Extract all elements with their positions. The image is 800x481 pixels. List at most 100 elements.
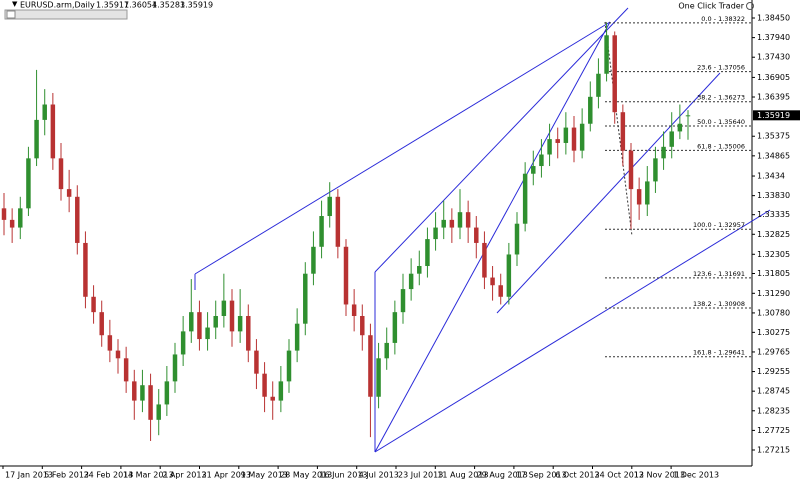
x-tick-label: 2 Apr 2013 bbox=[162, 471, 206, 480]
y-tick-label: 1.33335 bbox=[757, 210, 790, 219]
candle-body bbox=[311, 246, 316, 274]
x-tick-label: 6 Oct 2013 bbox=[555, 471, 599, 480]
candle-body bbox=[327, 196, 332, 217]
trader-icon[interactable] bbox=[746, 2, 754, 10]
y-tick-label: 1.37430 bbox=[757, 53, 790, 62]
candle-body bbox=[278, 381, 284, 401]
candle-body bbox=[205, 327, 210, 340]
candle-body bbox=[563, 127, 569, 143]
y-tick-label: 1.30275 bbox=[757, 328, 790, 337]
fib-label: 23.6 - 1.37056 bbox=[697, 64, 745, 72]
candle-body bbox=[254, 350, 259, 374]
candle-body bbox=[604, 35, 609, 74]
candle-body bbox=[132, 381, 137, 401]
x-tick-label: 5 Feb 2013 bbox=[44, 471, 89, 480]
x-tick-label: 9 May 2013 bbox=[241, 471, 288, 480]
candle-body bbox=[213, 315, 218, 328]
y-tick-label: 1.38450 bbox=[757, 13, 790, 22]
candle-body bbox=[75, 196, 80, 243]
candle-body bbox=[343, 246, 349, 305]
candle-body bbox=[360, 315, 365, 336]
y-tick-label: 1.29765 bbox=[757, 347, 790, 356]
candle-body bbox=[26, 158, 31, 209]
candle-body bbox=[189, 312, 194, 332]
candle-body bbox=[156, 404, 161, 420]
candle-body bbox=[408, 273, 414, 290]
candle-body bbox=[531, 166, 536, 174]
fib-label: 138.2 - 1.30908 bbox=[693, 300, 745, 308]
candle-body bbox=[34, 119, 39, 159]
header-high: 1.36054 bbox=[124, 1, 157, 10]
one-click-trader[interactable]: One Click Trader bbox=[678, 2, 744, 11]
candle-body bbox=[368, 335, 373, 397]
x-tick-label: 24 Oct 2013 bbox=[595, 471, 644, 480]
y-tick-label: 1.36905 bbox=[757, 73, 790, 82]
candle-body bbox=[107, 335, 113, 351]
candle-body bbox=[547, 139, 552, 155]
x-tick-label: 28 May 2013 bbox=[280, 471, 332, 480]
x-tick-label: 14 Mar 2013 bbox=[123, 471, 174, 480]
candle-body bbox=[246, 315, 251, 351]
x-tick-label: 16 Jun 2013 bbox=[319, 471, 367, 480]
fib-label: 123.6 - 1.31691 bbox=[693, 270, 745, 278]
panel-toggle[interactable] bbox=[6, 10, 16, 19]
y-tick-label: 1.27215 bbox=[757, 446, 790, 455]
x-tick-label: 11 Aug 2013 bbox=[437, 471, 488, 480]
y-tick-label: 1.31290 bbox=[757, 289, 790, 298]
y-tick-label: 1.32825 bbox=[757, 230, 790, 239]
candle-body bbox=[58, 158, 64, 190]
candle-body bbox=[490, 277, 495, 286]
candle-body bbox=[262, 373, 267, 397]
candle-body bbox=[294, 323, 300, 351]
y-tick-label: 1.36395 bbox=[757, 93, 790, 102]
candle-body bbox=[384, 342, 389, 359]
current-price-label: 1.35919 bbox=[757, 111, 790, 120]
y-tick-label: 1.27725 bbox=[757, 426, 790, 435]
candle-body bbox=[237, 315, 243, 332]
candle-body bbox=[669, 131, 674, 147]
candle-body bbox=[303, 273, 308, 324]
candle-body bbox=[457, 212, 463, 228]
candle-body bbox=[588, 96, 593, 124]
candle-body bbox=[628, 150, 634, 190]
trade-panel[interactable] bbox=[4, 9, 128, 20]
candle-body bbox=[400, 289, 406, 313]
header-low: 1.35283 bbox=[152, 1, 185, 10]
candle-body bbox=[270, 396, 275, 401]
candle-body bbox=[571, 127, 577, 151]
candle-body bbox=[180, 331, 186, 355]
fib-label: 50.0 - 1.35640 bbox=[697, 118, 745, 126]
candle-body bbox=[612, 35, 617, 113]
fib-label: 0.0 - 1.38322 bbox=[701, 15, 745, 23]
candle-body bbox=[579, 123, 585, 151]
candle-body bbox=[539, 154, 544, 167]
candle-body bbox=[42, 104, 47, 120]
trend-line bbox=[496, 72, 721, 314]
candle-body bbox=[91, 296, 96, 313]
menu-arrow[interactable]: ▼ bbox=[12, 0, 18, 8]
header-close: 1.35919 bbox=[180, 1, 213, 10]
fib-label: 61.8 - 1.35006 bbox=[697, 142, 745, 150]
candle-body bbox=[286, 350, 292, 382]
candle-body bbox=[376, 358, 381, 397]
candle-body bbox=[164, 381, 170, 405]
candle-body bbox=[677, 123, 683, 132]
y-tick-label: 1.29255 bbox=[757, 367, 790, 376]
candle-body bbox=[441, 219, 446, 228]
header-open: 1.35917 bbox=[96, 1, 129, 10]
candle-body bbox=[506, 254, 512, 297]
trend-lines bbox=[194, 7, 771, 453]
candle-body bbox=[433, 227, 438, 240]
current-price-box bbox=[753, 110, 800, 121]
candle-body bbox=[140, 385, 145, 401]
candle-body bbox=[18, 208, 23, 228]
candle-body bbox=[449, 219, 455, 228]
y-tick-label: 1.33830 bbox=[757, 191, 790, 200]
candle-body bbox=[172, 354, 178, 382]
y-tick-label: 1.32305 bbox=[757, 250, 790, 259]
candle-body bbox=[50, 104, 56, 159]
fib-label: 161.8 - 1.29641 bbox=[693, 349, 745, 357]
candle-body bbox=[1, 208, 7, 220]
candle-body bbox=[498, 285, 503, 297]
trend-line bbox=[194, 21, 611, 275]
